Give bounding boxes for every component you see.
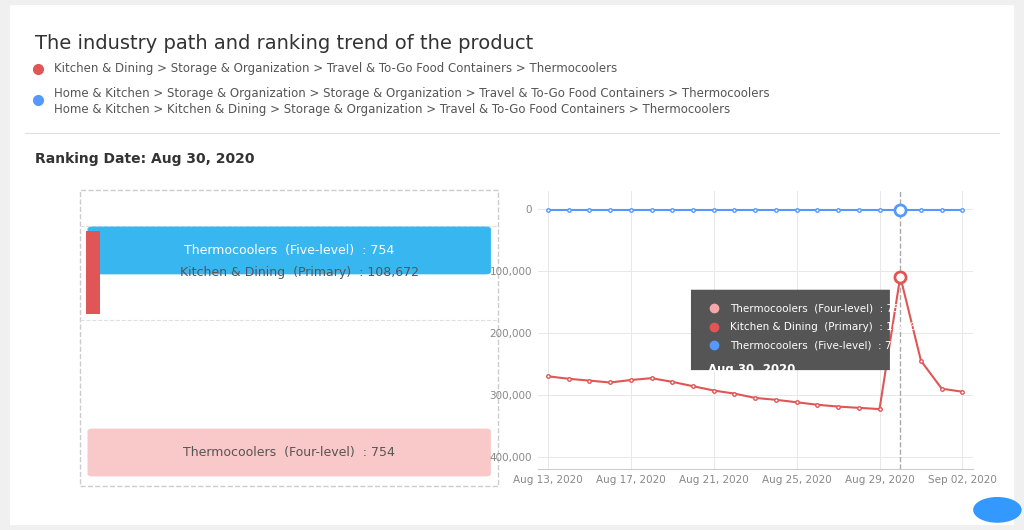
FancyBboxPatch shape — [691, 290, 890, 370]
Text: Kitchen & Dining  (Primary)  : 108,672: Kitchen & Dining (Primary) : 108,672 — [180, 266, 419, 279]
Text: Ranking Date: Aug 30, 2020: Ranking Date: Aug 30, 2020 — [35, 152, 255, 166]
Bar — [86, 231, 99, 314]
Text: Home & Kitchen > Kitchen & Dining > Storage & Organization > Travel & To-Go Food: Home & Kitchen > Kitchen & Dining > Stor… — [54, 103, 731, 116]
FancyBboxPatch shape — [87, 226, 490, 275]
Text: Thermocoolers  (Four-level)  : 754: Thermocoolers (Four-level) : 754 — [730, 303, 906, 313]
Text: Thermocoolers  (Five-level)  : 754: Thermocoolers (Five-level) : 754 — [730, 340, 905, 350]
FancyBboxPatch shape — [87, 429, 490, 476]
Text: Thermocoolers  (Four-level)  : 754: Thermocoolers (Four-level) : 754 — [183, 446, 395, 459]
Text: ✉: ✉ — [991, 501, 1004, 516]
Text: Kitchen & Dining > Storage & Organization > Travel & To-Go Food Containers > The: Kitchen & Dining > Storage & Organizatio… — [54, 62, 617, 75]
Text: Thermocoolers  (Five-level)  : 754: Thermocoolers (Five-level) : 754 — [184, 244, 394, 257]
Text: Home & Kitchen > Storage & Organization > Storage & Organization > Travel & To-G: Home & Kitchen > Storage & Organization … — [54, 86, 770, 100]
Text: Kitchen & Dining  (Primary)  : 108,672: Kitchen & Dining (Primary) : 108,672 — [730, 322, 930, 332]
Text: Aug 30, 2020: Aug 30, 2020 — [708, 363, 795, 376]
Text: The industry path and ranking trend of the product: The industry path and ranking trend of t… — [35, 34, 534, 53]
